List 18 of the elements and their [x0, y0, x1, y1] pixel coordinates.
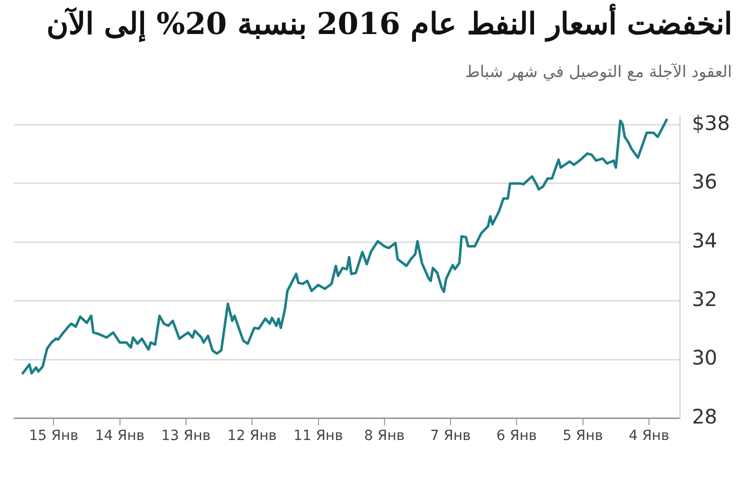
- y-tick-label: 32: [692, 287, 718, 312]
- y-tick-label: $38: [692, 111, 730, 136]
- chart-subtitle: العقود الآجلة مع التوصيل في شهر شباط: [465, 62, 732, 81]
- x-tick-label: 4 Янв: [628, 428, 670, 444]
- chart-title: انخفضت أسعار النفط عام 2016 بنسبة 20% إلى الآن: [46, 6, 732, 42]
- x-tick-label: 5 Янв: [562, 428, 604, 444]
- x-tick-label: 6 Янв: [496, 428, 537, 444]
- y-tick-label: 30: [692, 346, 718, 370]
- x-tick-label: 7 Янв: [430, 428, 471, 444]
- y-tick-label: 34: [692, 228, 718, 252]
- x-tick-label: 15 Янв: [28, 428, 78, 444]
- x-tick-label: 11 Янв: [294, 428, 343, 444]
- x-tick-label: 12 Янв: [227, 428, 277, 444]
- x-tick-label: 13 Янв: [161, 428, 211, 444]
- y-tick-label: 36: [692, 170, 718, 194]
- x-tick-label: 14 Янв: [95, 428, 145, 444]
- x-tick-label: 8 Янв: [364, 428, 405, 444]
- y-tick-label: 28: [692, 404, 718, 428]
